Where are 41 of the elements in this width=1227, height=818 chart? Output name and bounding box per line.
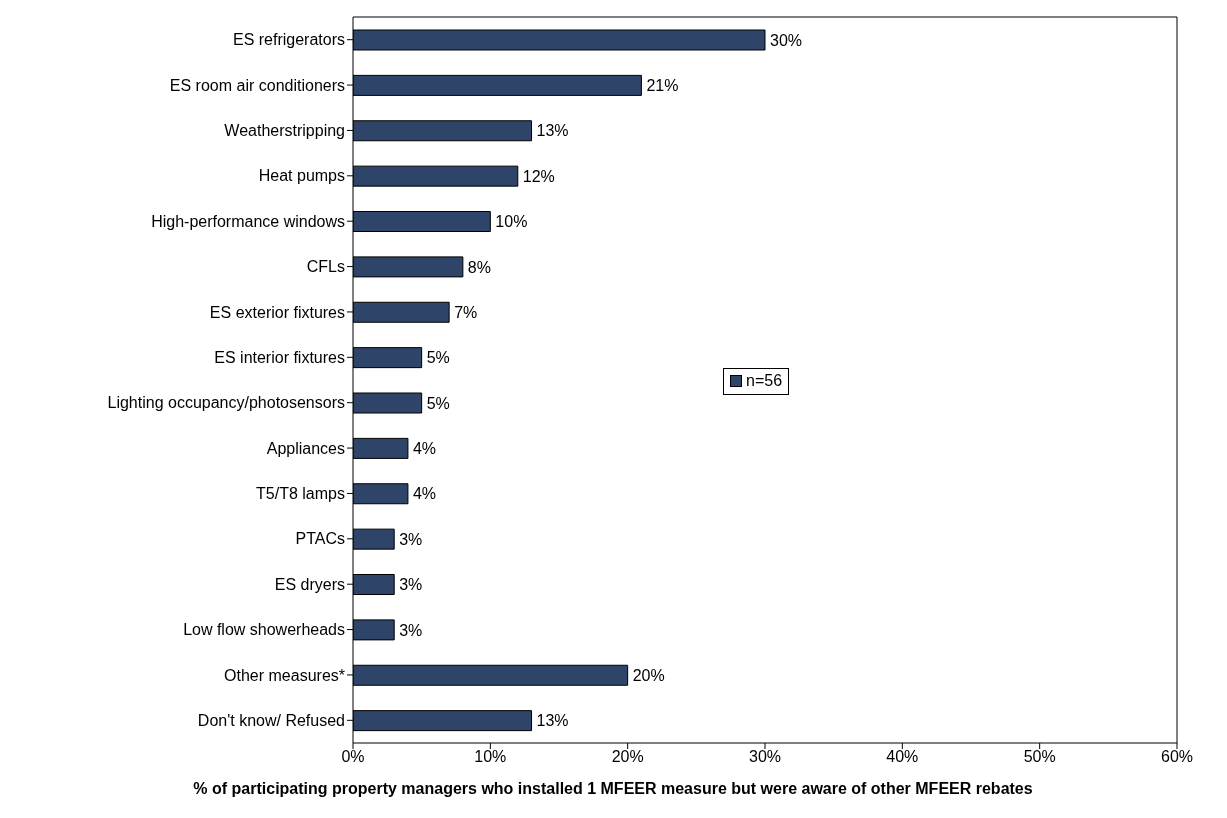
data-label: 7% — [454, 303, 478, 321]
y-tick-label: Weatherstripping — [224, 122, 345, 140]
data-label: 5% — [426, 394, 450, 412]
data-label: 3% — [399, 621, 423, 639]
x-axis-title: % of participating property managers who installed 1 MFEER measure but were aware of other MFEER rebates — [192, 780, 1034, 798]
y-tick-label: ES dryers — [274, 575, 345, 593]
y-tick-label: Heat pumps — [258, 167, 345, 185]
x-tick-label: 10% — [474, 748, 507, 766]
data-label: 30% — [770, 31, 803, 49]
y-tick-label: ES interior fixtures — [214, 348, 345, 366]
y-tick-label: Low flow showerheads — [183, 621, 345, 639]
y-tick-label: T5/T8 lamps — [256, 485, 345, 503]
y-tick-label: Other measures* — [224, 666, 345, 684]
data-label: 13% — [536, 122, 569, 140]
y-tick-label: PTACs — [295, 530, 345, 548]
y-tick-label: CFLs — [306, 258, 345, 276]
y-tick-label: Don't know/ Refused — [197, 711, 345, 729]
x-tick-label: 60% — [1160, 748, 1194, 766]
x-tick-label: 50% — [1023, 748, 1056, 766]
y-tick-label: High-performance windows — [151, 212, 345, 230]
data-label: 8% — [467, 258, 491, 276]
y-tick-label: ES exterior fixtures — [209, 303, 345, 321]
x-tick-label: 0% — [341, 748, 365, 766]
x-tick-label: 30% — [748, 748, 782, 766]
data-label: 21% — [646, 77, 679, 95]
data-label: 5% — [426, 349, 450, 367]
y-tick-label: Appliances — [266, 439, 345, 457]
data-label: 12% — [522, 167, 555, 185]
x-tick-label: 40% — [886, 748, 919, 766]
data-label: 20% — [632, 666, 665, 684]
legend-label: n=56 — [745, 372, 783, 390]
data-label: 3% — [399, 530, 423, 548]
y-tick-label: Lighting occupancy/photosensors — [107, 394, 345, 412]
x-tick-label: 20% — [611, 748, 644, 766]
data-label: 3% — [399, 576, 423, 594]
data-label: 4% — [412, 485, 437, 503]
y-tick-label: ES room air conditioners — [169, 76, 345, 94]
data-label: 10% — [495, 213, 528, 231]
y-tick-label: ES refrigerators — [232, 31, 345, 49]
data-label: 4% — [412, 440, 437, 458]
data-label: 13% — [536, 712, 569, 730]
